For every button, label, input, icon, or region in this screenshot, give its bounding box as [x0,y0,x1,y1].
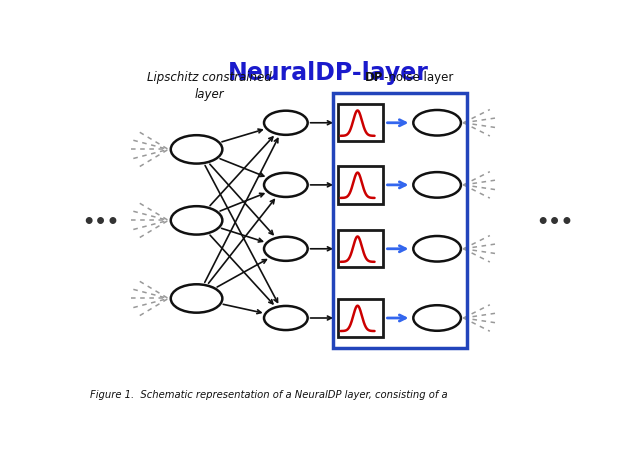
Ellipse shape [171,284,222,313]
Text: NeuralDP-layer: NeuralDP-layer [228,61,428,85]
Bar [338,230,383,267]
Ellipse shape [264,236,308,261]
Ellipse shape [413,236,461,261]
Text: -noise layer: -noise layer [384,71,453,84]
Ellipse shape [264,173,308,197]
Bar [338,166,383,203]
Ellipse shape [171,206,222,235]
Text: •••: ••• [536,213,573,232]
Bar [338,104,383,142]
Text: •••: ••• [83,213,120,232]
Ellipse shape [413,110,461,136]
Ellipse shape [171,135,222,164]
Ellipse shape [413,305,461,331]
Ellipse shape [264,111,308,135]
Text: Lipschitz constrained
layer: Lipschitz constrained layer [147,71,271,101]
Text: DP: DP [365,71,383,84]
Text: Figure 1.  Schematic representation of a NeuralDP layer, consisting of a: Figure 1. Schematic representation of a … [90,390,447,400]
Bar [338,299,383,337]
Ellipse shape [264,306,308,330]
Bar [333,93,467,348]
Ellipse shape [413,172,461,198]
